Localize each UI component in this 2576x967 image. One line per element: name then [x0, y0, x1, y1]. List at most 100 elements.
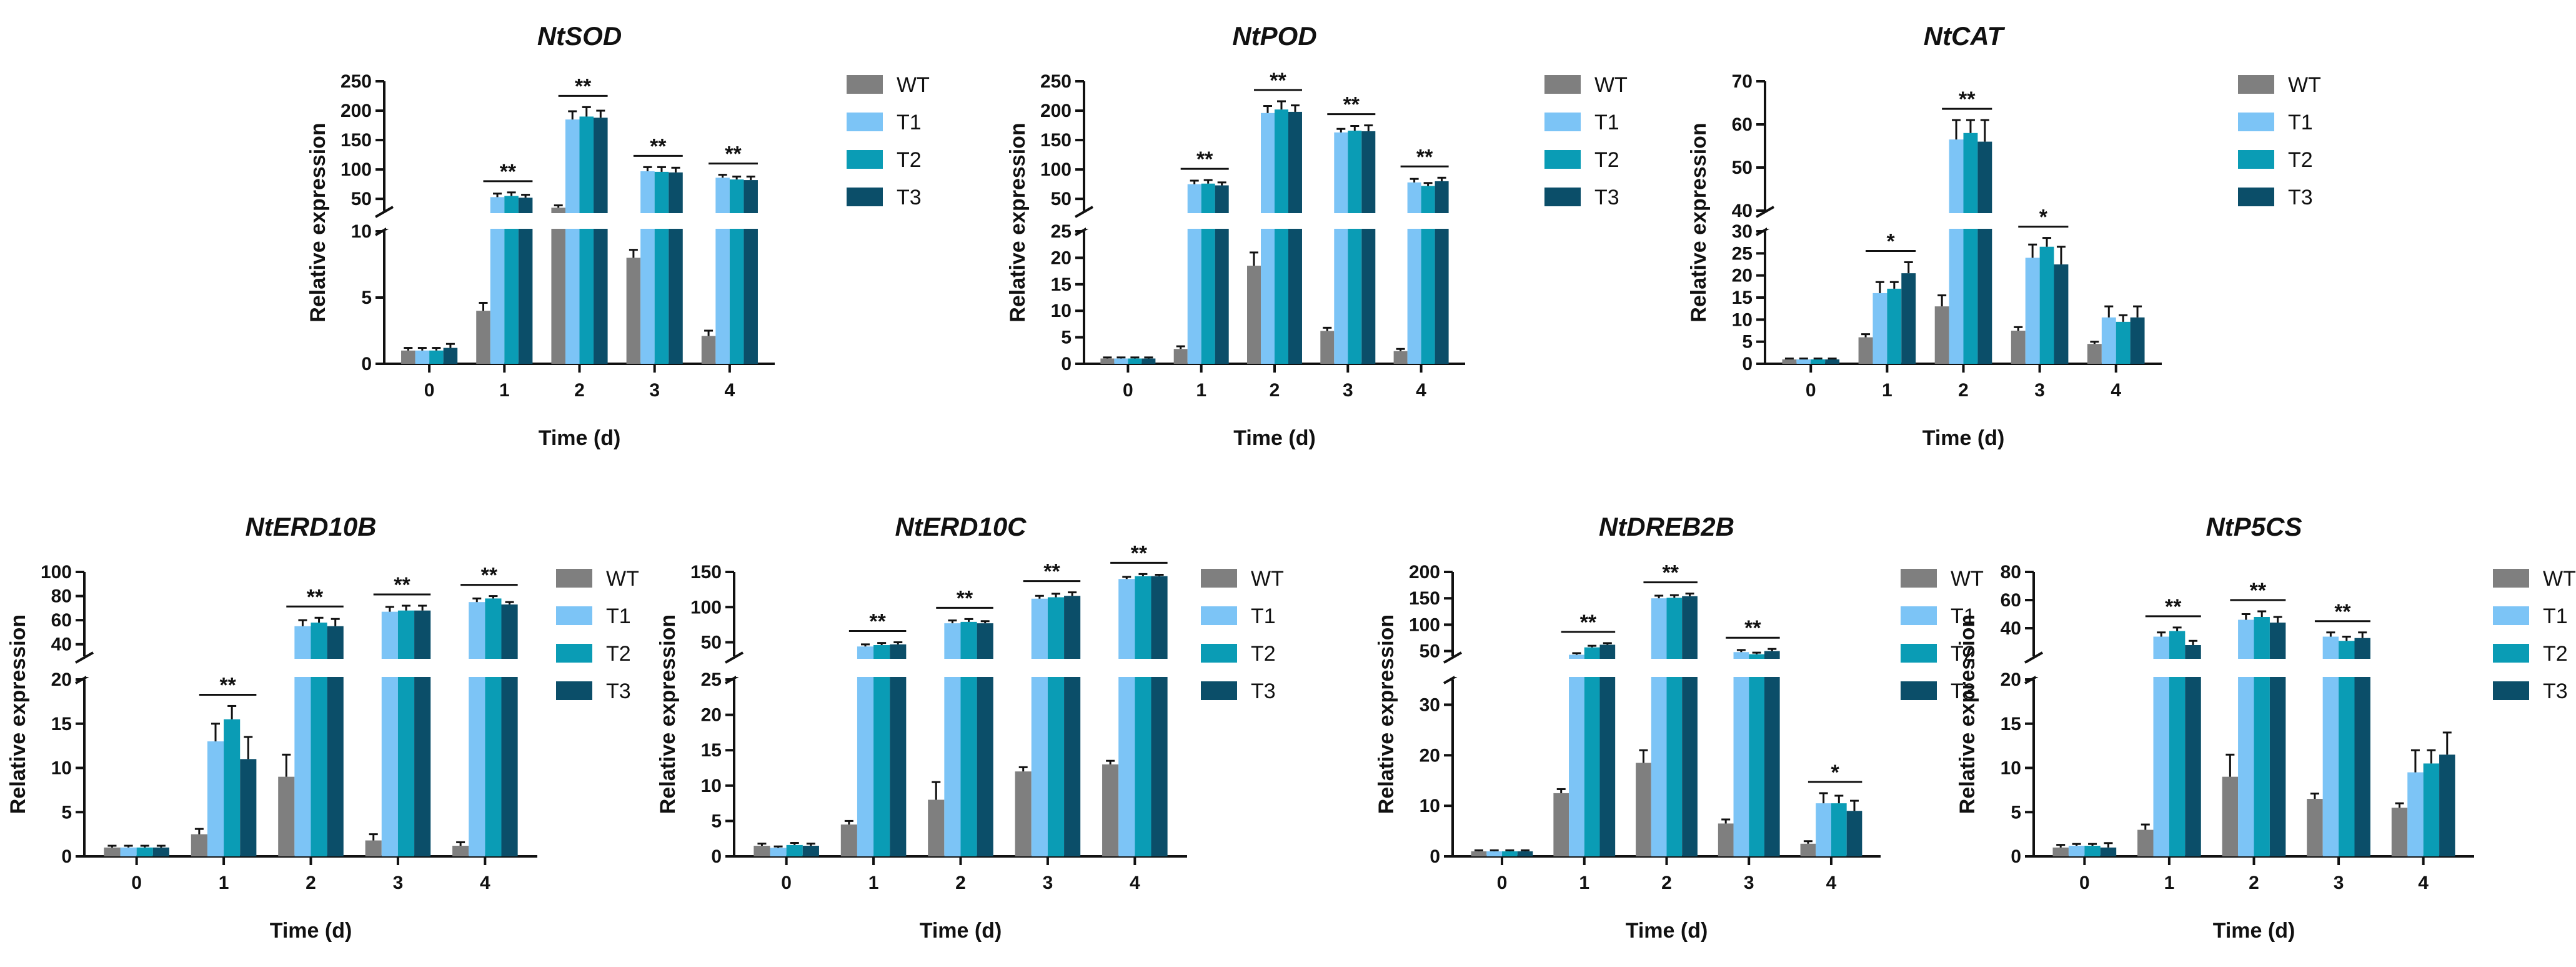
x-tick-label: 3 [2334, 873, 2344, 893]
y-tick-label: 20 [1051, 248, 1072, 268]
bar [1858, 337, 1873, 364]
x-tick-label: 0 [781, 873, 792, 893]
bar [1201, 183, 1215, 364]
bar [152, 847, 169, 856]
significance-label: ** [1662, 561, 1679, 585]
bar [1811, 359, 1826, 364]
bar [2052, 847, 2069, 856]
x-tick-label: 1 [499, 380, 510, 401]
bar [1825, 359, 1840, 364]
bar [365, 840, 382, 856]
significance-label: ** [394, 573, 410, 597]
legend-label: T3 [1951, 679, 1976, 703]
y-tick-label: 20 [51, 669, 72, 690]
bar [1502, 851, 1518, 856]
bar [1800, 843, 1816, 856]
axis-break-mark [1075, 206, 1093, 218]
bar [1141, 358, 1156, 364]
significance-label: * [2039, 206, 2048, 229]
bar [1887, 288, 1902, 364]
x-tick-label: 1 [1196, 380, 1206, 401]
bar [1901, 273, 1916, 364]
y-tick-label: 100 [1409, 614, 1440, 635]
y-axis-label: Relative expression [1687, 123, 1711, 322]
y-tick-label: 50 [1420, 641, 1440, 662]
y-tick-label: 100 [341, 159, 372, 180]
x-tick-label: 4 [2418, 873, 2429, 893]
x-tick-label: 3 [2034, 380, 2045, 401]
significance-label: ** [725, 143, 742, 166]
significance-label: ** [500, 160, 517, 184]
significance-label: ** [869, 610, 886, 634]
x-tick-label: 2 [1661, 873, 1672, 893]
x-tick-label: 3 [1043, 873, 1053, 893]
bar [2084, 846, 2101, 856]
x-tick-label: 2 [1270, 380, 1280, 401]
bar [1407, 182, 1421, 364]
legend-swatch [1901, 681, 1937, 700]
legend-label: T2 [897, 148, 922, 172]
y-tick-label: 0 [1430, 846, 1440, 867]
legend-label: WT [1951, 567, 1984, 591]
bar [2116, 321, 2131, 364]
bar [1718, 823, 1734, 856]
bar [518, 198, 533, 364]
x-tick-label: 3 [649, 380, 660, 401]
bar [104, 847, 121, 856]
bar [490, 197, 505, 364]
x-axis-label: Time (d) [920, 919, 1002, 943]
y-tick-label: 40 [51, 634, 72, 655]
bar [2100, 847, 2117, 856]
x-tick-label: 2 [574, 380, 585, 401]
y-tick-label: 5 [61, 802, 72, 823]
y-tick-label: 100 [690, 597, 722, 618]
legend-swatch [1901, 569, 1937, 588]
bar [977, 623, 993, 856]
bar [381, 611, 398, 856]
y-tick-label: 150 [1040, 130, 1072, 151]
y-tick-label: 25 [1732, 243, 1753, 264]
bar [2025, 258, 2040, 364]
legend-swatch [556, 644, 592, 663]
y-tick-label: 80 [2001, 562, 2021, 583]
bar [1749, 654, 1764, 856]
x-tick-label: 0 [1806, 380, 1816, 401]
legend-swatch [1201, 681, 1237, 700]
bar [501, 604, 518, 856]
bar [207, 741, 224, 856]
legend-label: T2 [1951, 642, 1976, 666]
axis-break-mark [375, 206, 394, 218]
bar [1636, 763, 1651, 856]
x-tick-label: 4 [1826, 873, 1837, 893]
bar [1064, 596, 1081, 856]
bar [1666, 598, 1683, 856]
bar [2407, 772, 2424, 856]
bar [1128, 358, 1142, 364]
legend-swatch [1201, 606, 1237, 625]
y-tick-label: 250 [1040, 71, 1072, 92]
y-tick-label: 60 [51, 610, 72, 631]
y-tick-label: 40 [1732, 201, 1753, 221]
x-tick-label: 0 [424, 380, 435, 401]
significance-label: ** [575, 74, 592, 98]
bar [2238, 619, 2254, 856]
bar [743, 180, 758, 364]
x-tick-label: 1 [1882, 380, 1892, 401]
bar [1015, 771, 1032, 856]
y-tick-label: 15 [1051, 274, 1072, 295]
x-tick-label: 2 [306, 873, 316, 893]
axis-break-gap [1767, 213, 2164, 229]
axis-break-gap [386, 213, 777, 229]
bar [960, 621, 977, 856]
significance-label: * [1886, 229, 1895, 253]
legend-swatch [1901, 606, 1937, 625]
y-tick-label: 40 [2001, 618, 2021, 639]
bar [2185, 645, 2201, 856]
bar [452, 846, 469, 856]
legend-label: T2 [1251, 642, 1276, 666]
x-axis-label: Time (d) [1626, 919, 1708, 943]
x-tick-label: 1 [1579, 873, 1589, 893]
